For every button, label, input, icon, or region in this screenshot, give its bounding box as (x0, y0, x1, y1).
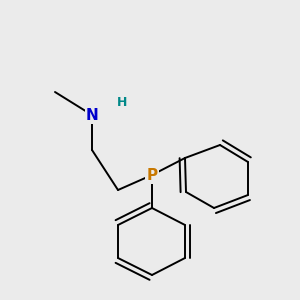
Text: P: P (146, 167, 158, 182)
Text: H: H (117, 97, 127, 110)
Text: N: N (85, 107, 98, 122)
